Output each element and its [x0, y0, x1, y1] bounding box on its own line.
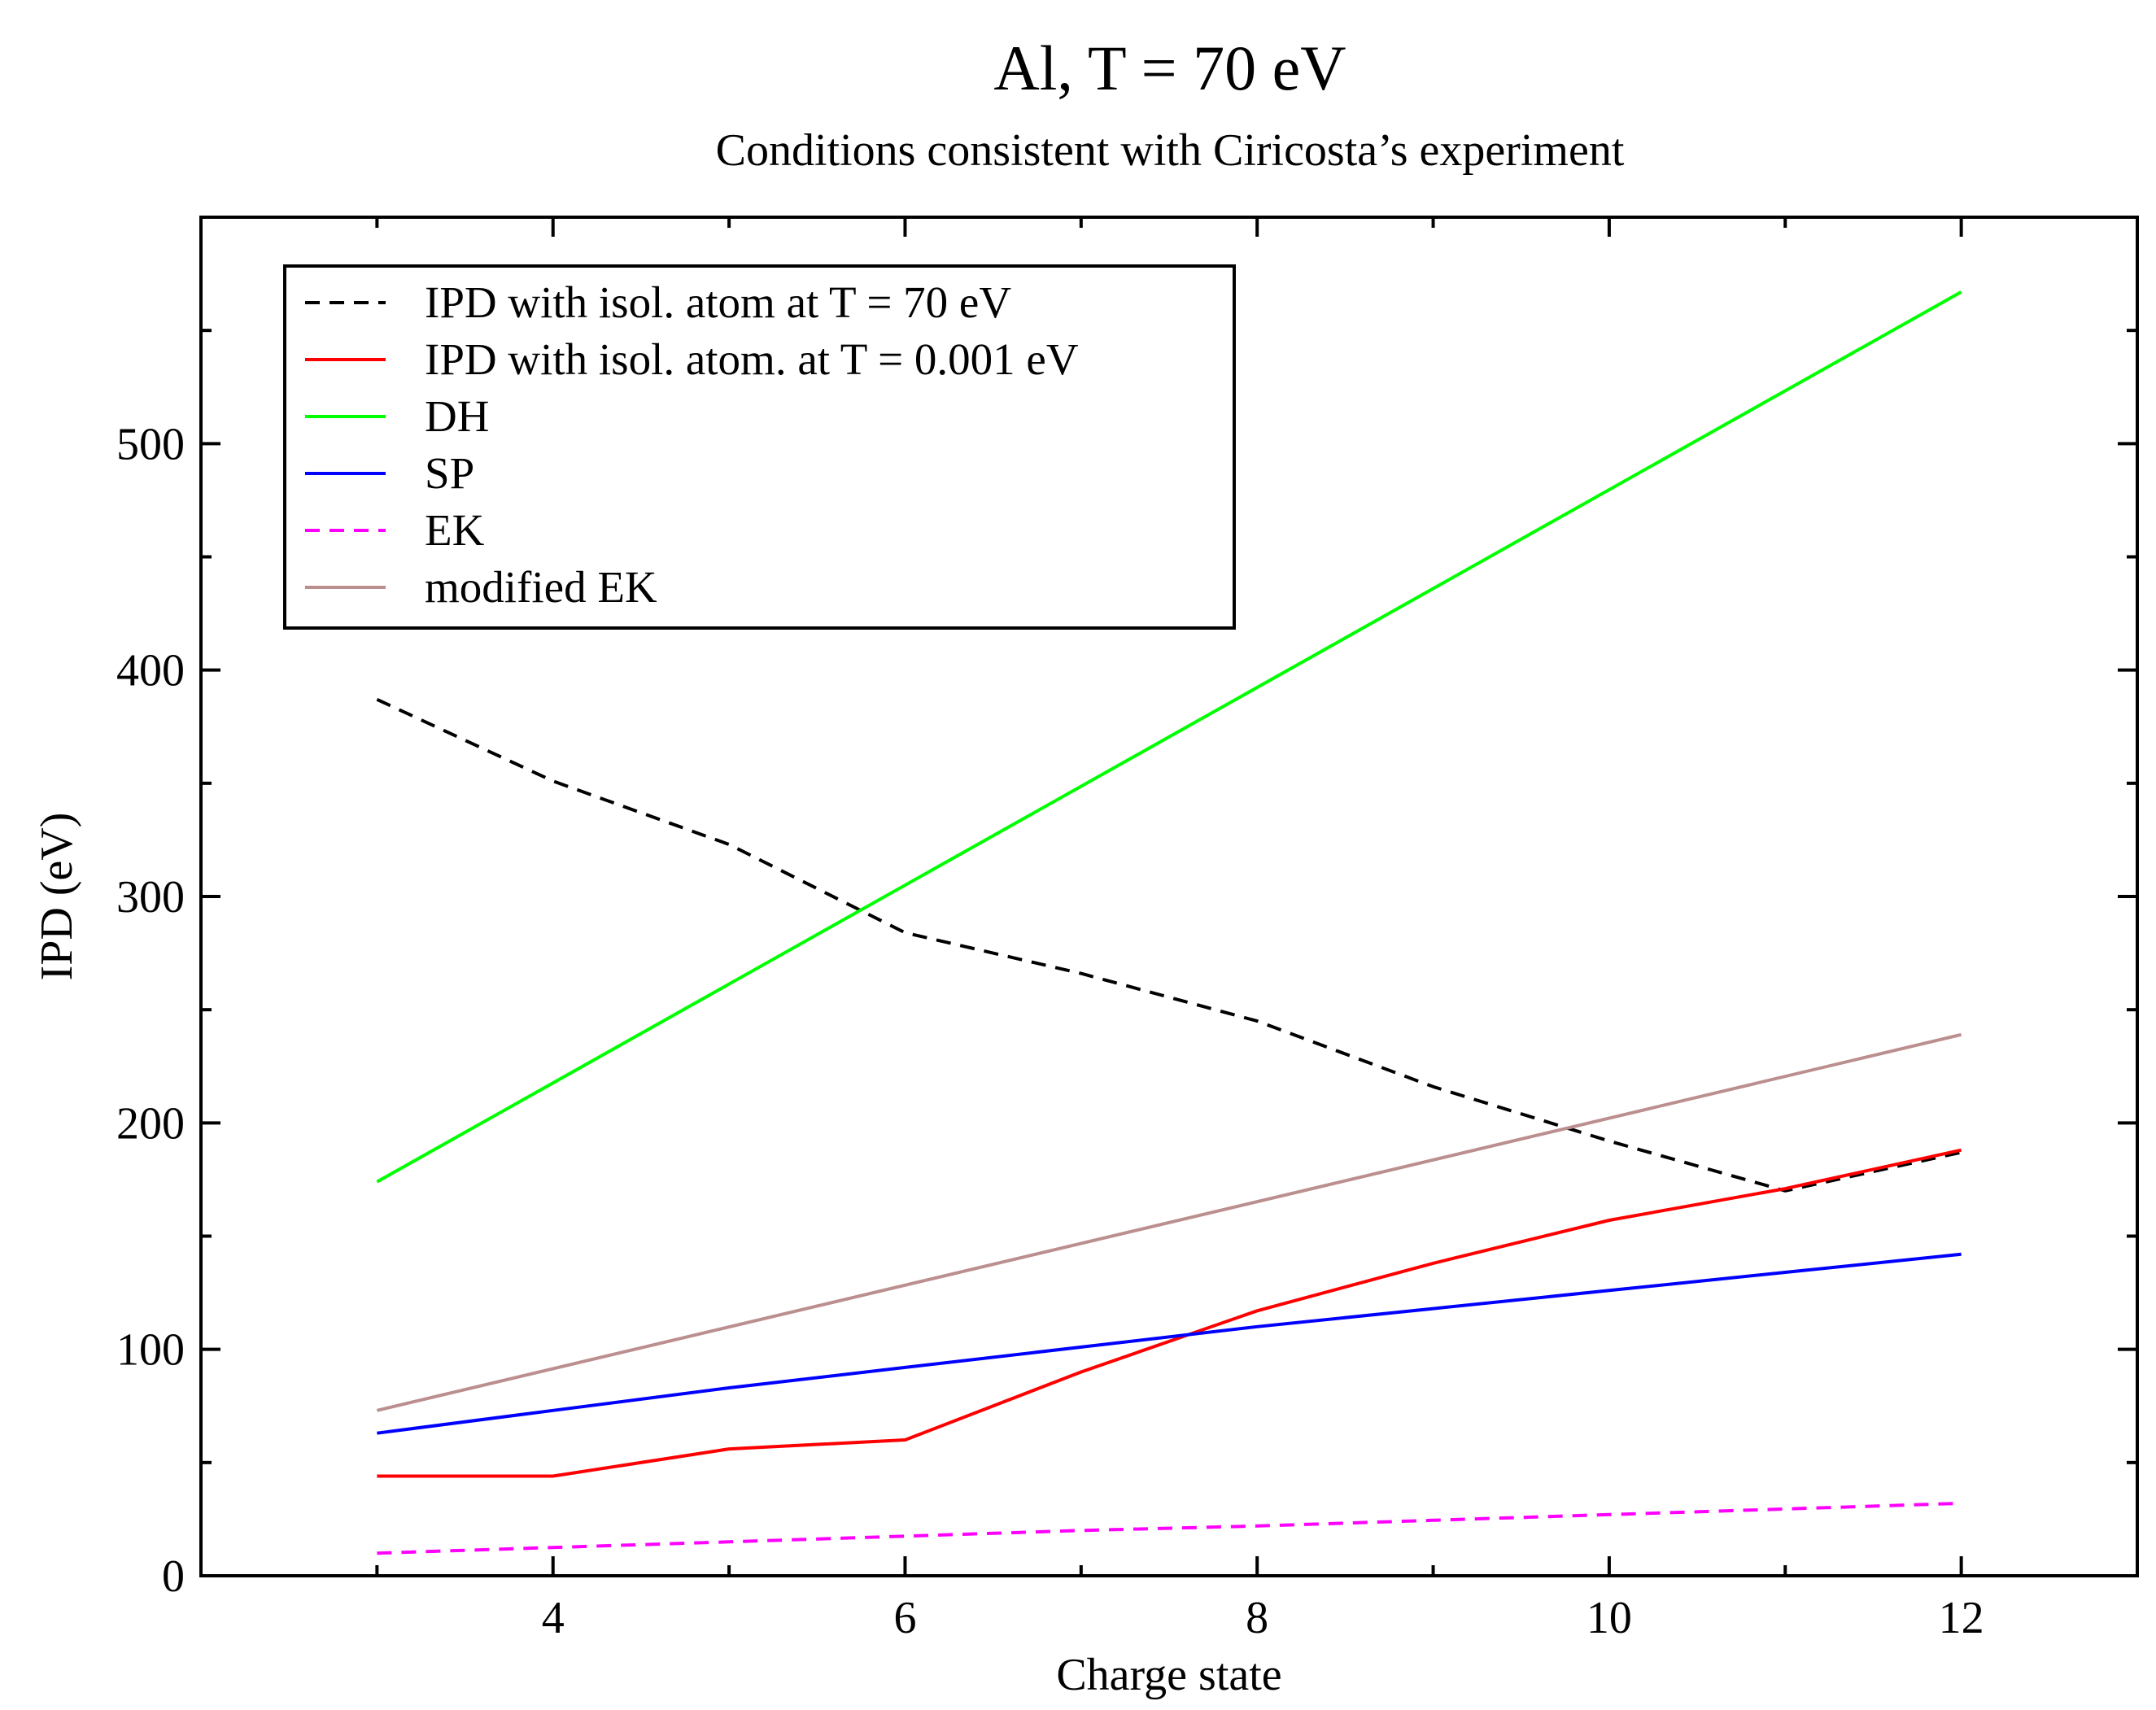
y-tick-label: 500	[116, 419, 185, 469]
series-line-1	[376, 697, 1962, 1193]
x-tick-label: 8	[1246, 1593, 1268, 1643]
series-line-4	[377, 1252, 1962, 1435]
y-tick-label: 400	[116, 646, 185, 696]
x-tick-label: 12	[1939, 1593, 1984, 1643]
legend: IPD with isol. atom at T = 70 eV IPD with…	[283, 264, 1236, 630]
y-tick-label: 0	[162, 1551, 185, 1602]
x-tick-label: 10	[1586, 1593, 1632, 1643]
chart-title: Al, T = 70 eV	[993, 33, 1346, 103]
legend-label-6: modified EK	[425, 562, 657, 612]
legend-label-4: SP	[425, 448, 474, 498]
legend-label-5: EK	[425, 505, 485, 555]
legend-label-3: DH	[425, 391, 489, 441]
series-line-6	[376, 1032, 1962, 1412]
legend-label-2: IPD with isol. atom. at T = 0.001 eV	[425, 334, 1079, 384]
legend-entries: IPD with isol. atom at T = 70 eV IPD with…	[305, 277, 1079, 612]
plot-frame	[199, 216, 2139, 1577]
series-layer	[376, 290, 1962, 1555]
y-tick-label: 100	[116, 1325, 185, 1376]
x-axis-label: Charge state	[1056, 1650, 1281, 1700]
series-line-2	[377, 1148, 1962, 1478]
y-tick-label: 200	[116, 1098, 185, 1149]
legend-box	[283, 264, 1236, 630]
x-tick-label: 6	[893, 1593, 916, 1643]
series-line-3	[376, 290, 1962, 1184]
y-axis-label: IPD (eV)	[32, 813, 82, 981]
ticks-layer: 4 6 8 10 12 0 100 200 300 400 500	[116, 217, 2137, 1643]
x-tick-label: 4	[542, 1593, 565, 1643]
series-line-5	[377, 1501, 1962, 1555]
y-tick-label: 300	[116, 872, 185, 923]
legend-label-1: IPD with isol. atom at T = 70 eV	[425, 277, 1011, 327]
chart-subtitle: Conditions consistent with Ciricosta’s e…	[716, 125, 1625, 176]
